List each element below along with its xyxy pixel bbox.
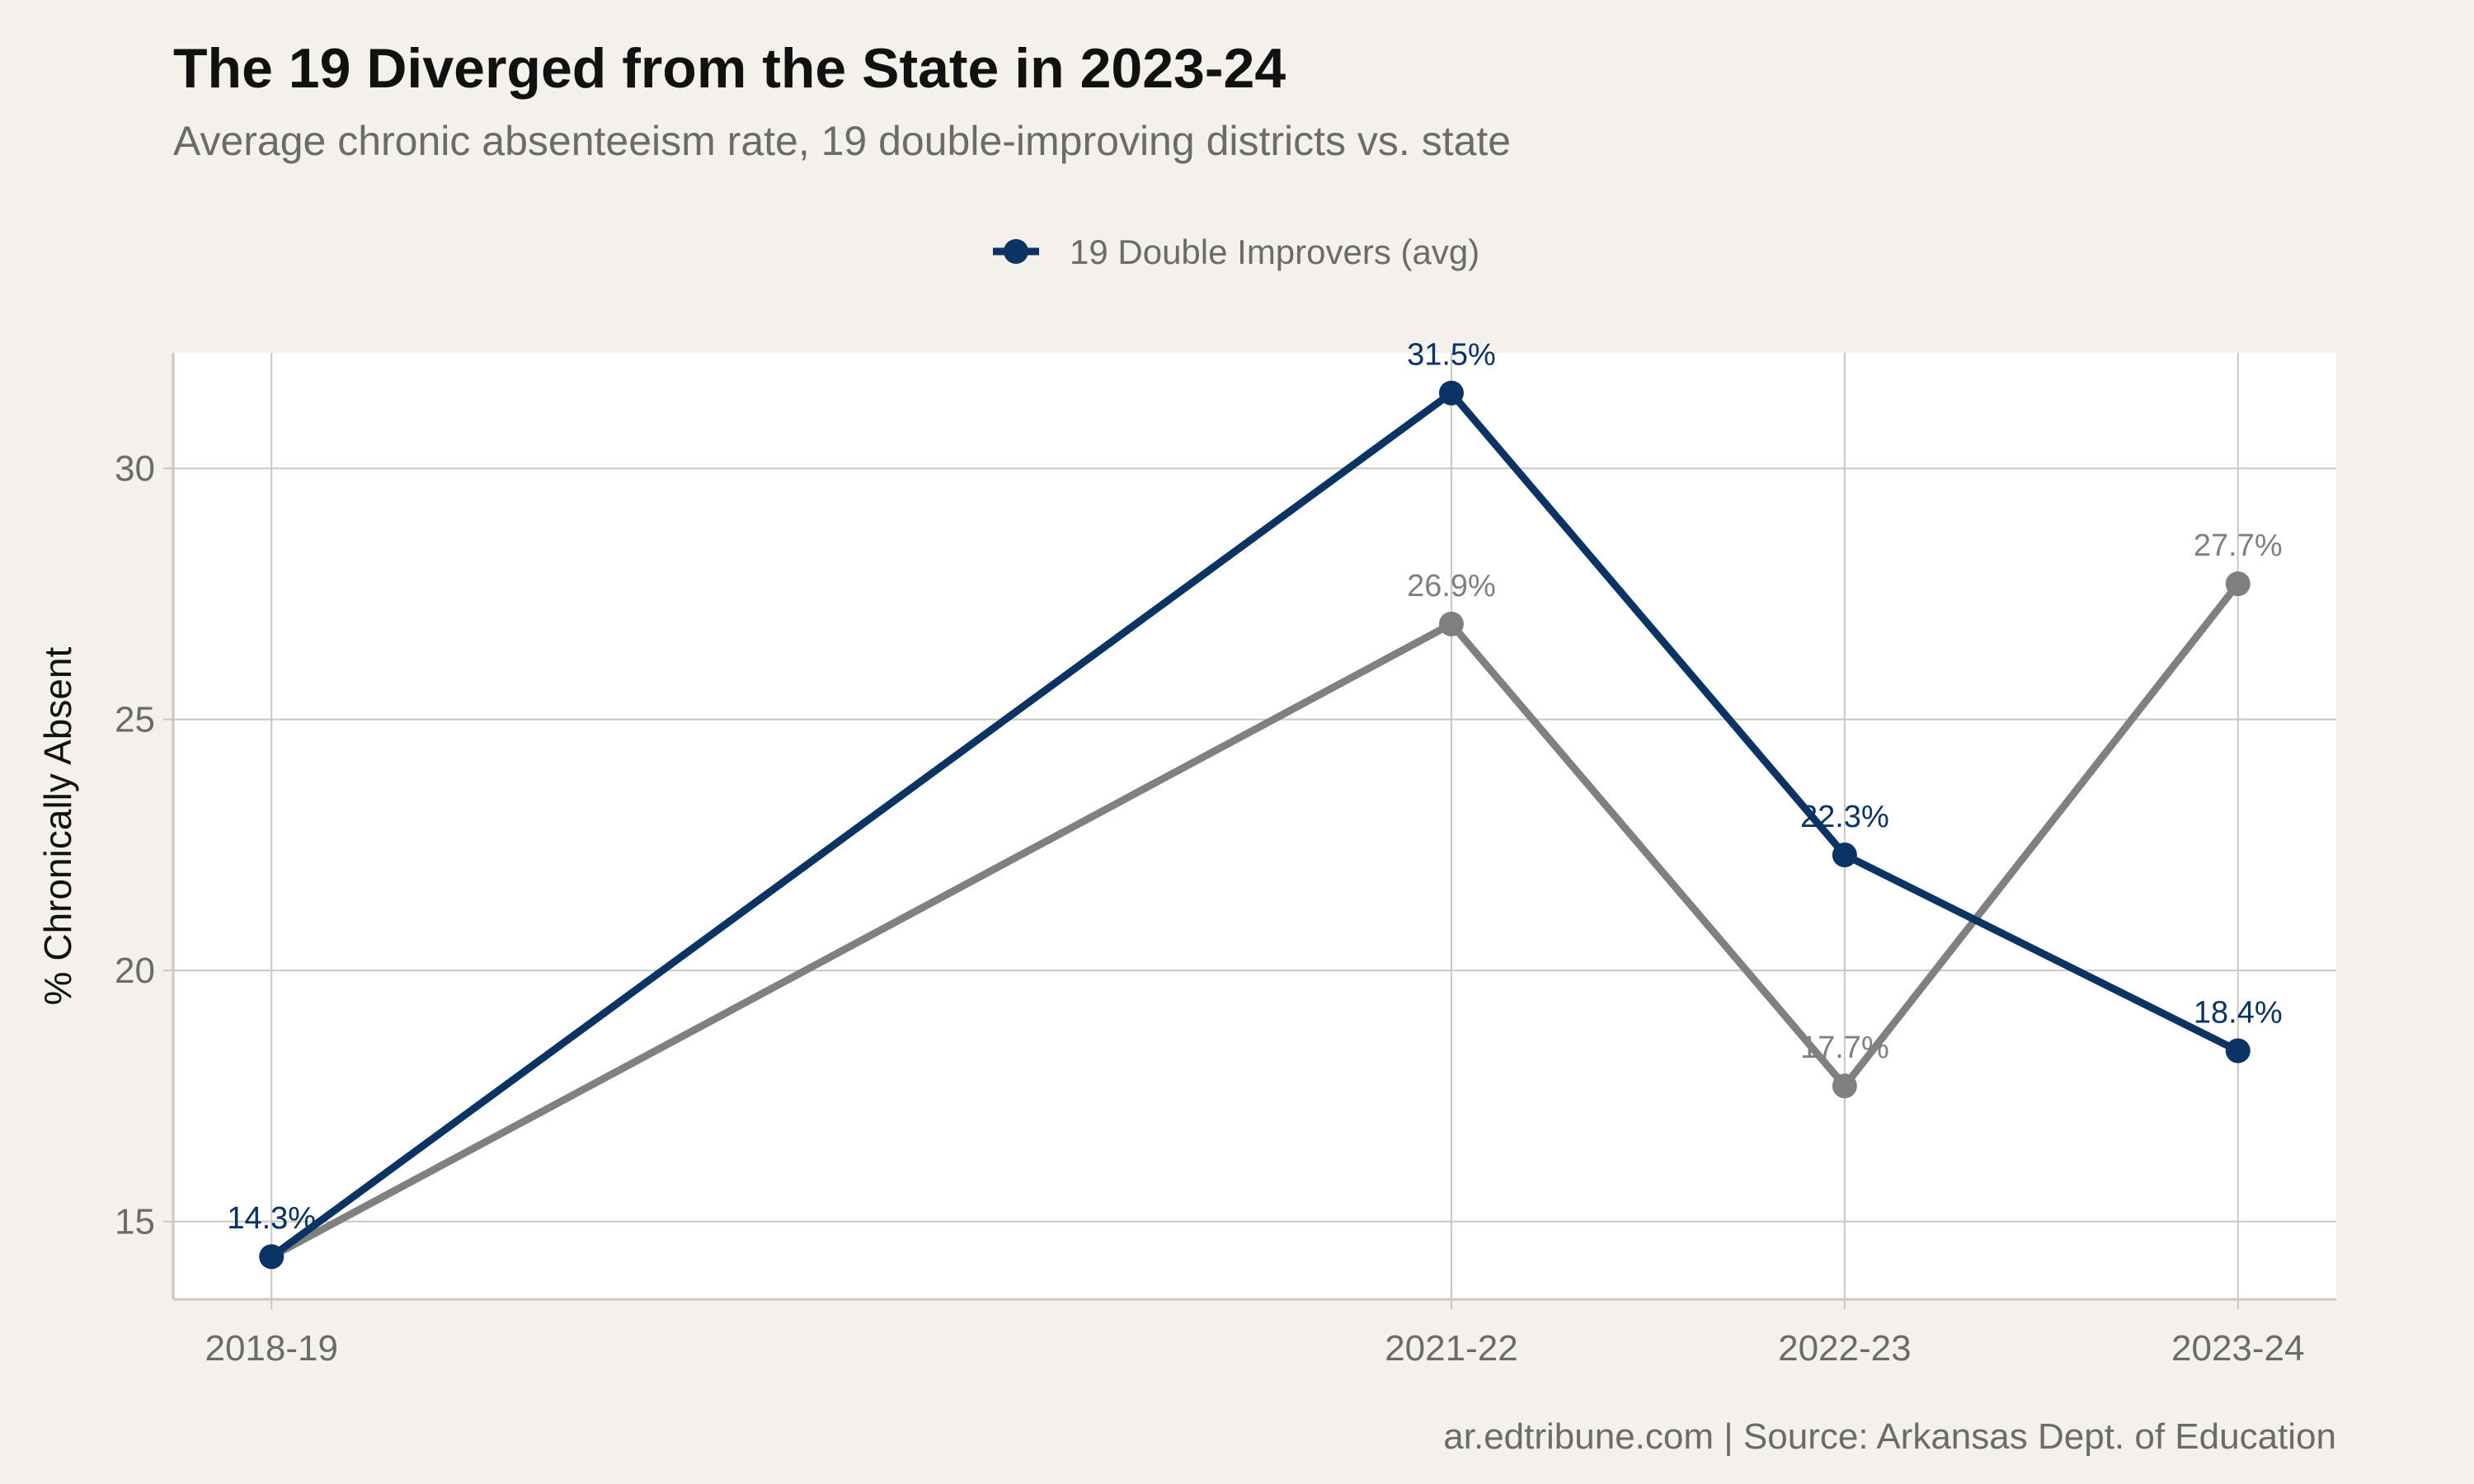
data-label-state: 17.7%: [1800, 1031, 1889, 1065]
series-layer: [259, 380, 2251, 1270]
data-label-state: 26.9%: [1407, 569, 1496, 603]
data-labels: 14.3%26.9%17.7%27.7%14.3%31.5%22.3%18.4%: [227, 338, 2282, 1237]
series-line-improvers: [267, 389, 2242, 1261]
data-point-improvers: [2225, 1038, 2251, 1064]
x-tick-label: 2021-22: [1385, 1328, 1517, 1369]
y-tick-label: 20: [115, 951, 155, 991]
source-caption: ar.edtribune.com | Source: Arkansas Dept…: [1443, 1416, 2336, 1457]
data-label-state: 14.3%: [227, 1201, 316, 1236]
data-label-improvers: 18.4%: [2194, 996, 2283, 1031]
y-tick-label: 15: [115, 1202, 155, 1242]
y-axis-title: % Chronically Absent: [36, 646, 79, 1005]
data-label-improvers: 22.3%: [1800, 800, 1889, 834]
y-tick-label: 25: [115, 700, 155, 740]
data-label-improvers: 14.3%: [227, 1201, 316, 1236]
chart-subtitle: Average chronic absenteeism rate, 19 dou…: [173, 118, 1512, 164]
x-tick-label: 2023-24: [2171, 1328, 2304, 1369]
data-point-improvers: [1438, 380, 1464, 406]
y-tick-label: 30: [115, 448, 155, 489]
data-point-improvers: [1832, 843, 1857, 868]
data-point-state: [1438, 611, 1464, 636]
grid-lines: [173, 353, 2336, 1299]
axes: 2018-19 2021-22 2022-23 2023-24 15 20 25 30: [115, 353, 2336, 1369]
legend-label: 19 Double Improvers (avg): [1070, 232, 1479, 271]
chart-title: The 19 Diverged from the State in 2023-2…: [173, 37, 1286, 100]
data-label-improvers: 31.5%: [1407, 338, 1496, 373]
data-label-state: 27.7%: [2194, 528, 2283, 563]
series-line-state: [267, 580, 2242, 1261]
data-point-state: [2225, 571, 2251, 597]
x-tick-label: 2022-23: [1778, 1328, 1911, 1369]
x-tick-label: 2018-19: [205, 1328, 337, 1369]
chart-legend: 19 Double Improvers (avg): [993, 232, 1479, 271]
data-point-improvers: [259, 1244, 285, 1270]
plot-panel: [173, 353, 2336, 1299]
data-point-state: [1832, 1073, 1857, 1099]
legend-key-point: [1004, 239, 1028, 264]
